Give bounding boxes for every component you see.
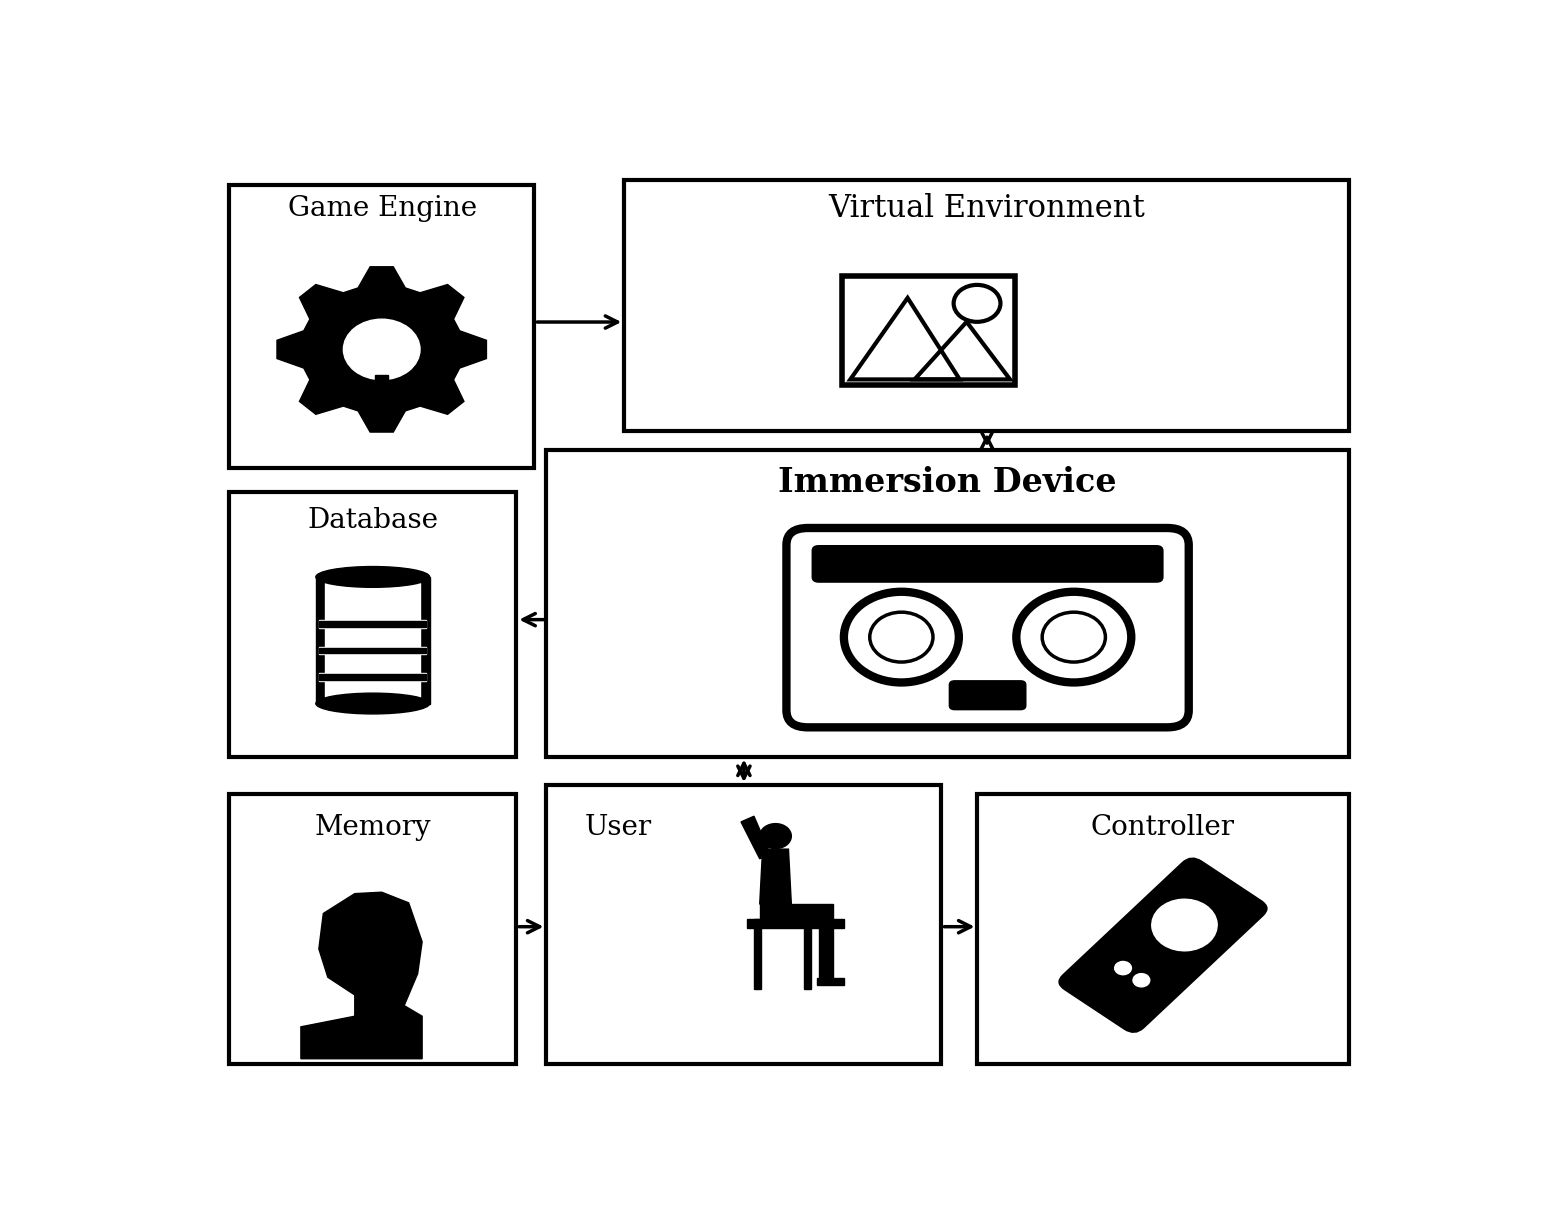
FancyBboxPatch shape [229,492,516,757]
FancyBboxPatch shape [547,785,941,1064]
FancyBboxPatch shape [1058,858,1268,1033]
Polygon shape [817,978,844,985]
Circle shape [1151,899,1217,951]
Circle shape [760,823,791,849]
FancyArrowPatch shape [739,763,749,778]
Bar [320,647,426,654]
Ellipse shape [315,693,430,714]
Polygon shape [819,918,833,978]
FancyArrowPatch shape [524,614,544,626]
FancyBboxPatch shape [547,449,1349,757]
Text: Memory: Memory [315,814,431,840]
FancyBboxPatch shape [786,528,1188,728]
Circle shape [1114,962,1131,974]
Bar [326,583,420,698]
FancyArrowPatch shape [944,920,970,933]
Bar [320,621,426,627]
FancyBboxPatch shape [842,276,1015,385]
FancyBboxPatch shape [811,545,1163,583]
Text: Immersion Device: Immersion Device [779,466,1117,499]
Polygon shape [301,892,422,1059]
Circle shape [1132,973,1149,987]
FancyArrowPatch shape [519,920,539,933]
Bar [754,919,762,989]
FancyBboxPatch shape [229,794,516,1064]
Circle shape [343,319,420,379]
FancyBboxPatch shape [229,185,535,469]
Bar [320,674,426,681]
Ellipse shape [315,567,430,588]
Bar [315,577,430,703]
Bar [375,375,388,401]
FancyBboxPatch shape [949,680,1026,710]
Polygon shape [760,904,833,918]
Polygon shape [746,919,844,929]
Bar [805,919,811,989]
Bar [320,675,426,680]
FancyArrowPatch shape [538,315,618,328]
Polygon shape [760,849,791,904]
Bar [320,648,426,654]
Text: Database: Database [307,507,439,534]
FancyBboxPatch shape [978,794,1349,1064]
Text: Game Engine: Game Engine [287,195,477,222]
Text: Controller: Controller [1091,814,1234,840]
Bar [320,621,426,628]
Polygon shape [277,266,487,432]
Text: User: User [584,814,652,840]
Polygon shape [742,816,769,859]
FancyArrowPatch shape [981,431,993,449]
Text: Virtual Environment: Virtual Environment [828,193,1145,225]
FancyBboxPatch shape [624,180,1349,431]
